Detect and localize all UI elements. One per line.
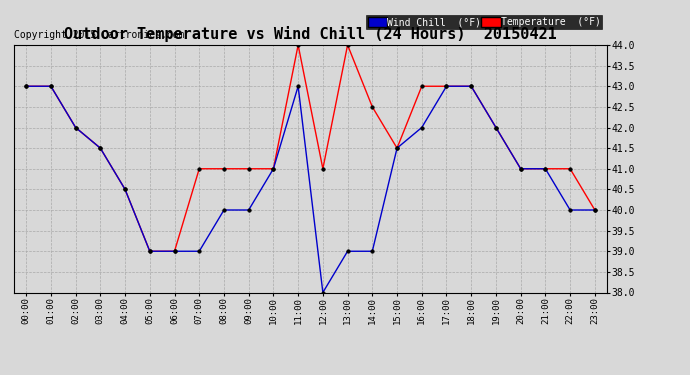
Text: Copyright 2015 Cartronics.com: Copyright 2015 Cartronics.com [14,30,184,40]
Title: Outdoor Temperature vs Wind Chill (24 Hours)  20150421: Outdoor Temperature vs Wind Chill (24 Ho… [64,27,557,42]
Legend: Wind Chill  (°F), Temperature  (°F): Wind Chill (°F), Temperature (°F) [366,15,602,29]
